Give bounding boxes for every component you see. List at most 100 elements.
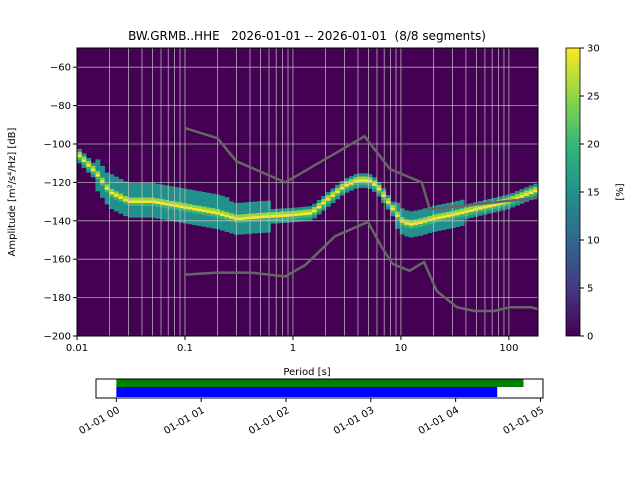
heatmap-cell [450,216,456,220]
y-tick-label: −120 [44,178,71,189]
heatmap-cell [123,212,129,217]
heatmap-cell [395,208,400,212]
heatmap-cell [141,211,147,215]
heatmap-cell [464,207,470,211]
heatmap-cell [100,171,105,175]
heatmap-cell [487,207,493,211]
heatmap-cell [104,198,110,202]
heatmap-cell [77,154,82,158]
heatmap-cell [90,162,96,166]
heatmap-cell [256,206,262,211]
heatmap-cell [104,186,110,191]
heatmap-cell [450,210,456,214]
heatmap-cell [136,197,142,201]
heatmap-cell [399,228,405,232]
heatmap-cell [229,224,235,228]
heatmap-cell [118,193,124,197]
heatmap-cell [104,189,110,193]
heatmap-cell [201,197,207,201]
heatmap-cell [123,189,129,194]
heatmap-cell [339,189,345,193]
heatmap-cell [196,191,202,195]
heatmap-cell [196,194,202,198]
y-tick-label: −200 [44,332,71,343]
heatmap-cell [150,194,156,198]
heatmap-cell [510,201,516,205]
heatmap-cell [109,185,115,189]
heatmap-cell [192,190,198,194]
heatmap-cell [325,195,331,199]
heatmap-cell [104,175,110,179]
heatmap-cell [261,200,267,205]
heatmap-cell [206,204,211,208]
heatmap-cell [100,191,105,195]
heatmap-cell [348,187,354,191]
heatmap-cell [427,227,433,231]
heatmap-cell [229,218,235,222]
heatmap-cell [113,176,119,180]
heatmap-cell [81,159,87,163]
timeline-tick-label: 01-01 03 [332,405,376,437]
timeline-frame [95,378,544,399]
heatmap-cell [390,210,396,214]
heatmap-cell [141,188,147,192]
heatmap-cell [441,224,447,228]
heatmap-cell [418,226,424,230]
heatmap-cell [86,160,92,164]
heatmap-cell [261,206,267,210]
heatmap-cell [224,217,230,221]
heatmap-cell [183,220,188,224]
heatmap-cell [307,211,313,215]
heatmap-cell [183,211,188,215]
heatmap-cell [146,194,152,198]
colorbar-tick-label: 20 [587,140,600,151]
heatmap-cell [491,203,497,207]
heatmap-cell [141,185,147,189]
heatmap-cell [95,185,101,189]
heatmap-cell [210,208,216,212]
heatmap-cell [95,179,101,183]
x-tick-label: 0.1 [177,343,193,354]
heatmap-cell [238,222,244,226]
heatmap-cell [385,194,391,199]
heatmap-cell [132,188,138,192]
x-tick-label: 100 [499,343,518,354]
heatmap-cell [335,190,341,194]
heatmap-cell [155,183,161,187]
heatmap-cell [155,192,161,196]
heatmap-cell [229,221,235,225]
heatmap-cell [113,205,119,209]
heatmap-cell [252,230,258,234]
heatmap-cell [169,206,175,210]
heatmap-cell [298,209,304,214]
heatmap-cell [307,217,313,221]
heatmap-cell [418,218,424,222]
heatmap-cell [408,217,414,221]
colorbar-scale [565,47,581,337]
heatmap-cell [146,185,152,189]
heatmap-cell [196,199,202,203]
heatmap-cell [104,192,110,196]
y-tick-label: −60 [50,63,71,74]
heatmap-cell [505,206,511,210]
timeline-tick-label: 01-01 01 [162,405,206,437]
heatmap-cell [284,219,290,223]
heatmap-cell [436,213,442,217]
timeline-tick-label: 01-01 05 [502,405,546,437]
grid [76,48,538,337]
heatmap-cell [118,204,124,208]
y-tick-label: −100 [44,140,71,151]
heatmap-cell [408,225,414,229]
heatmap-cell [275,208,281,212]
heatmap-cell [381,197,387,201]
heatmap-cell [408,222,414,226]
heatmap-cell [155,186,161,190]
heatmap-cell [192,210,198,214]
heatmap-cell [491,209,497,213]
heatmap-cell [418,232,424,236]
heatmap-cell [81,156,87,160]
heatmap-cell [192,213,198,217]
heatmap-cell [164,191,170,195]
heatmap-cell [224,220,230,224]
heatmap-cell [229,204,235,208]
